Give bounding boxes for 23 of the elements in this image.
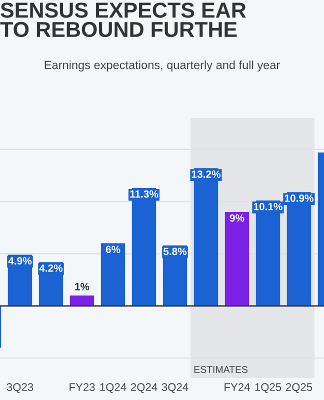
chart-subtitle: Earnings expectations, quarterly and full year	[44, 60, 280, 72]
data-label: 6%	[106, 246, 120, 254]
data-label: 5.8%	[163, 248, 187, 256]
bar	[70, 296, 94, 306]
data-label: 10.1%	[254, 202, 282, 210]
bar	[224, 212, 250, 306]
x-tick-label: 1Q24	[100, 383, 126, 394]
data-label: 11.3%	[130, 190, 158, 198]
data-label: 4.9%	[8, 257, 32, 265]
x-tick-label: FY24	[224, 383, 250, 391]
x-tick-label: FY23	[70, 383, 95, 392]
x-tick-label: 2Q25	[286, 383, 312, 394]
x-tick-label: 3Q23	[6, 383, 34, 394]
x-tick-label: 2Q24	[130, 383, 158, 394]
chart-title: SENSUS EXPECTS EAR TO REBOUND FURTHE	[0, 2, 246, 38]
data-label: 13.2%	[192, 170, 220, 178]
x-tick-label: 1Q25	[255, 383, 282, 394]
x-tick-label: 3Q24	[162, 383, 188, 394]
data-label: 9%	[230, 214, 244, 222]
data-label: 4.2%	[39, 264, 63, 272]
data-label: 10.9%	[284, 194, 314, 202]
band-label: ESTIMATES	[194, 366, 248, 373]
data-label: 1%	[75, 282, 90, 290]
